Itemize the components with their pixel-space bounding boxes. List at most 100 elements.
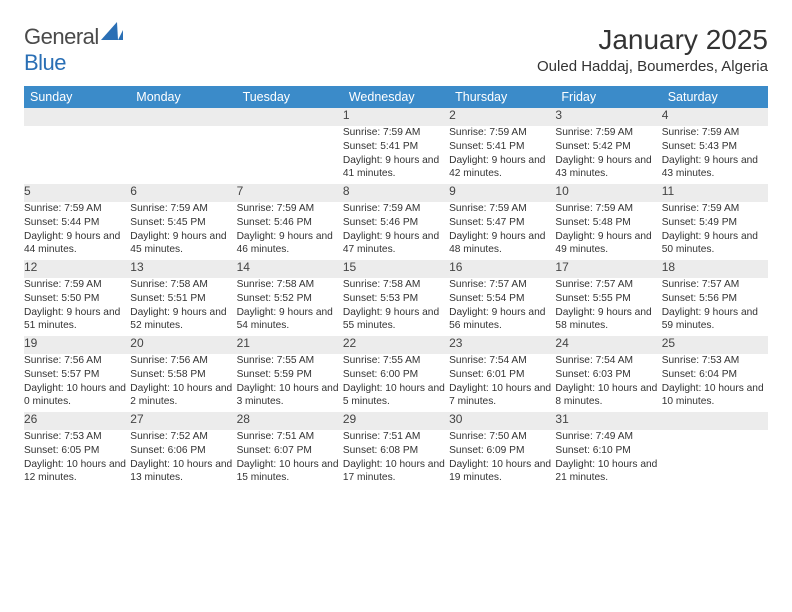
sunset-text: Sunset: 5:58 PM (130, 368, 236, 382)
day-number-cell: 4 (662, 108, 768, 126)
sunrise-text: Sunrise: 7:59 AM (555, 202, 661, 216)
sunset-text: Sunset: 5:47 PM (449, 216, 555, 230)
weekday-header: Thursday (449, 86, 555, 108)
day-number-row: 567891011 (24, 184, 768, 202)
sunrise-text: Sunrise: 7:59 AM (662, 126, 768, 140)
sunrise-text: Sunrise: 7:59 AM (449, 126, 555, 140)
daylight-text: Daylight: 9 hours and 45 minutes. (130, 230, 236, 258)
sunrise-text: Sunrise: 7:54 AM (555, 354, 661, 368)
sunset-text: Sunset: 6:01 PM (449, 368, 555, 382)
day-number-cell: 17 (555, 260, 661, 278)
sunset-text: Sunset: 5:52 PM (237, 292, 343, 306)
sunrise-text: Sunrise: 7:59 AM (343, 202, 449, 216)
sunset-text: Sunset: 5:48 PM (555, 216, 661, 230)
sunrise-text: Sunrise: 7:55 AM (237, 354, 343, 368)
day-details-cell: Sunrise: 7:55 AMSunset: 6:00 PMDaylight:… (343, 354, 449, 412)
weekday-header: Sunday (24, 86, 130, 108)
sunrise-text: Sunrise: 7:58 AM (130, 278, 236, 292)
sunset-text: Sunset: 5:53 PM (343, 292, 449, 306)
sunrise-text: Sunrise: 7:59 AM (343, 126, 449, 140)
day-details-cell: Sunrise: 7:50 AMSunset: 6:09 PMDaylight:… (449, 430, 555, 488)
sunset-text: Sunset: 6:09 PM (449, 444, 555, 458)
weekday-header: Saturday (662, 86, 768, 108)
daylight-text: Daylight: 10 hours and 10 minutes. (662, 382, 768, 410)
day-details-cell: Sunrise: 7:54 AMSunset: 6:01 PMDaylight:… (449, 354, 555, 412)
day-number-cell: 8 (343, 184, 449, 202)
sunset-text: Sunset: 6:06 PM (130, 444, 236, 458)
daylight-text: Daylight: 10 hours and 2 minutes. (130, 382, 236, 410)
sunrise-text: Sunrise: 7:59 AM (24, 278, 130, 292)
sunset-text: Sunset: 6:05 PM (24, 444, 130, 458)
sunrise-text: Sunrise: 7:55 AM (343, 354, 449, 368)
sunset-text: Sunset: 6:08 PM (343, 444, 449, 458)
day-details-cell: Sunrise: 7:59 AMSunset: 5:47 PMDaylight:… (449, 202, 555, 260)
day-details-row: Sunrise: 7:56 AMSunset: 5:57 PMDaylight:… (24, 354, 768, 412)
sunset-text: Sunset: 5:56 PM (662, 292, 768, 306)
sunrise-text: Sunrise: 7:50 AM (449, 430, 555, 444)
day-details-cell: Sunrise: 7:55 AMSunset: 5:59 PMDaylight:… (237, 354, 343, 412)
sunset-text: Sunset: 6:03 PM (555, 368, 661, 382)
day-number-cell: 20 (130, 336, 236, 354)
calendar-body: 1234 Sunrise: 7:59 AMSunset: 5:41 PMDayl… (24, 108, 768, 488)
sunrise-text: Sunrise: 7:59 AM (449, 202, 555, 216)
day-details-cell: Sunrise: 7:58 AMSunset: 5:51 PMDaylight:… (130, 278, 236, 336)
daylight-text: Daylight: 9 hours and 43 minutes. (662, 154, 768, 182)
day-number-cell (237, 108, 343, 126)
sunset-text: Sunset: 5:41 PM (449, 140, 555, 154)
sunset-text: Sunset: 5:41 PM (343, 140, 449, 154)
daylight-text: Daylight: 10 hours and 15 minutes. (237, 458, 343, 486)
day-details-cell (662, 430, 768, 488)
daylight-text: Daylight: 10 hours and 19 minutes. (449, 458, 555, 486)
daylight-text: Daylight: 9 hours and 52 minutes. (130, 306, 236, 334)
day-number-cell: 16 (449, 260, 555, 278)
sunrise-text: Sunrise: 7:56 AM (24, 354, 130, 368)
sunrise-text: Sunrise: 7:54 AM (449, 354, 555, 368)
sunset-text: Sunset: 6:04 PM (662, 368, 768, 382)
day-number-cell: 15 (343, 260, 449, 278)
sunrise-text: Sunrise: 7:51 AM (237, 430, 343, 444)
sunrise-text: Sunrise: 7:59 AM (662, 202, 768, 216)
sunrise-text: Sunrise: 7:59 AM (555, 126, 661, 140)
daylight-text: Daylight: 9 hours and 56 minutes. (449, 306, 555, 334)
day-details-cell: Sunrise: 7:57 AMSunset: 5:56 PMDaylight:… (662, 278, 768, 336)
daylight-text: Daylight: 10 hours and 7 minutes. (449, 382, 555, 410)
day-number-cell: 7 (237, 184, 343, 202)
weekday-header: Wednesday (343, 86, 449, 108)
day-details-cell: Sunrise: 7:53 AMSunset: 6:04 PMDaylight:… (662, 354, 768, 412)
day-number-row: 1234 (24, 108, 768, 126)
daylight-text: Daylight: 10 hours and 5 minutes. (343, 382, 449, 410)
day-number-cell: 1 (343, 108, 449, 126)
daylight-text: Daylight: 9 hours and 55 minutes. (343, 306, 449, 334)
sunrise-text: Sunrise: 7:59 AM (237, 202, 343, 216)
day-number-cell: 18 (662, 260, 768, 278)
daylight-text: Daylight: 9 hours and 43 minutes. (555, 154, 661, 182)
day-number-cell: 26 (24, 412, 130, 430)
weekday-header: Friday (555, 86, 661, 108)
day-number-cell: 3 (555, 108, 661, 126)
day-details-cell: Sunrise: 7:59 AMSunset: 5:43 PMDaylight:… (662, 126, 768, 184)
day-number-cell: 22 (343, 336, 449, 354)
day-details-cell: Sunrise: 7:49 AMSunset: 6:10 PMDaylight:… (555, 430, 661, 488)
day-number-row: 262728293031 (24, 412, 768, 430)
day-number-cell: 23 (449, 336, 555, 354)
day-details-cell (130, 126, 236, 184)
day-details-cell: Sunrise: 7:58 AMSunset: 5:53 PMDaylight:… (343, 278, 449, 336)
weekday-header: Tuesday (237, 86, 343, 108)
sunset-text: Sunset: 5:54 PM (449, 292, 555, 306)
day-number-cell: 6 (130, 184, 236, 202)
daylight-text: Daylight: 9 hours and 46 minutes. (237, 230, 343, 258)
day-details-cell: Sunrise: 7:59 AMSunset: 5:49 PMDaylight:… (662, 202, 768, 260)
sunset-text: Sunset: 5:57 PM (24, 368, 130, 382)
daylight-text: Daylight: 10 hours and 13 minutes. (130, 458, 236, 486)
day-details-cell: Sunrise: 7:53 AMSunset: 6:05 PMDaylight:… (24, 430, 130, 488)
sunset-text: Sunset: 5:45 PM (130, 216, 236, 230)
day-details-cell: Sunrise: 7:52 AMSunset: 6:06 PMDaylight:… (130, 430, 236, 488)
day-number-cell: 5 (24, 184, 130, 202)
sunrise-text: Sunrise: 7:53 AM (24, 430, 130, 444)
daylight-text: Daylight: 10 hours and 21 minutes. (555, 458, 661, 486)
day-details-cell: Sunrise: 7:59 AMSunset: 5:45 PMDaylight:… (130, 202, 236, 260)
sunset-text: Sunset: 5:43 PM (662, 140, 768, 154)
day-number-cell: 25 (662, 336, 768, 354)
daylight-text: Daylight: 9 hours and 47 minutes. (343, 230, 449, 258)
day-details-cell: Sunrise: 7:59 AMSunset: 5:46 PMDaylight:… (237, 202, 343, 260)
